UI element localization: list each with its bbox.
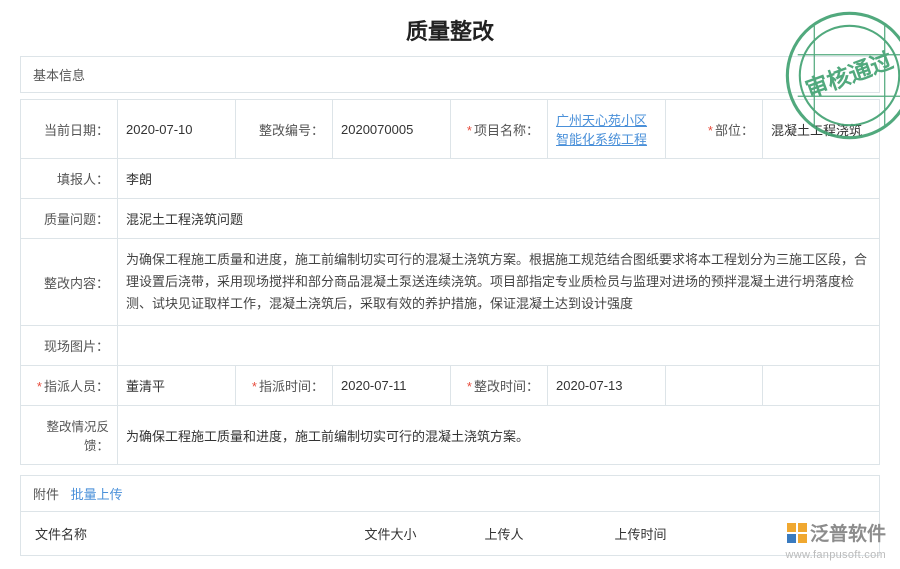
basic-info-table: 当前日期： 2020-07-10 整改编号： 2020070005 *项目名称：… <box>20 99 880 465</box>
rect-time-value: 2020-07-13 <box>548 366 666 406</box>
assignee-label: *指派人员： <box>21 366 118 406</box>
feedback-value: 为确保工程施工质量和进度，施工前编制切实可行的混凝土浇筑方案。 <box>118 406 880 465</box>
issue-label: 质量问题： <box>21 199 118 239</box>
table-row: 整改内容： 为确保工程施工质量和进度，施工前编制切实可行的混凝土浇筑方案。根据施… <box>21 239 880 326</box>
rect-time-label: *整改时间： <box>451 366 548 406</box>
assign-time-value: 2020-07-11 <box>333 366 451 406</box>
empty-label <box>666 366 763 406</box>
project-name-value[interactable]: 广州天心苑小区智能化系统工程 <box>548 100 666 159</box>
current-date-value: 2020-07-10 <box>118 100 236 159</box>
batch-upload-button[interactable]: 批量上传 <box>71 487 123 502</box>
table-row: 填报人： 李朗 <box>21 159 880 199</box>
col-upload-time: 上传时间 <box>601 512 880 556</box>
attachment-table: 文件名称 文件大小 上传人 上传时间 <box>20 511 880 556</box>
reporter-label: 填报人： <box>21 159 118 199</box>
project-name-link: 广州天心苑小区智能化系统工程 <box>556 113 647 147</box>
col-file-name: 文件名称 <box>21 512 351 556</box>
table-row: 整改情况反馈： 为确保工程施工质量和进度，施工前编制切实可行的混凝土浇筑方案。 <box>21 406 880 465</box>
photo-value <box>118 326 880 366</box>
assign-time-label: *指派时间： <box>236 366 333 406</box>
table-row: 质量问题： 混泥土工程浇筑问题 <box>21 199 880 239</box>
col-file-size: 文件大小 <box>351 512 471 556</box>
basic-info-header: 基本信息 <box>20 56 880 93</box>
current-date-label: 当前日期： <box>21 100 118 159</box>
part-label: *部位： <box>666 100 763 159</box>
attachment-label: 附件 <box>33 487 59 502</box>
project-name-label: *项目名称： <box>451 100 548 159</box>
issue-value: 混泥土工程浇筑问题 <box>118 199 880 239</box>
feedback-label: 整改情况反馈： <box>21 406 118 465</box>
reporter-value: 李朗 <box>118 159 880 199</box>
assignee-value: 董清平 <box>118 366 236 406</box>
page-title: 质量整改 <box>0 0 900 56</box>
part-value: 混凝土工程浇筑 <box>763 100 880 159</box>
table-row: 当前日期： 2020-07-10 整改编号： 2020070005 *项目名称：… <box>21 100 880 159</box>
content-value: 为确保工程施工质量和进度，施工前编制切实可行的混凝土浇筑方案。根据施工规范结合图… <box>118 239 880 326</box>
content-label: 整改内容： <box>21 239 118 326</box>
empty-value <box>763 366 880 406</box>
attachment-header: 附件 批量上传 <box>20 475 880 511</box>
rect-no-label: 整改编号： <box>236 100 333 159</box>
col-uploader: 上传人 <box>471 512 601 556</box>
table-row: *指派人员： 董清平 *指派时间： 2020-07-11 *整改时间： 2020… <box>21 366 880 406</box>
photo-label: 现场图片： <box>21 326 118 366</box>
attach-header-row: 文件名称 文件大小 上传人 上传时间 <box>21 512 880 556</box>
rect-no-value: 2020070005 <box>333 100 451 159</box>
table-row: 现场图片： <box>21 326 880 366</box>
